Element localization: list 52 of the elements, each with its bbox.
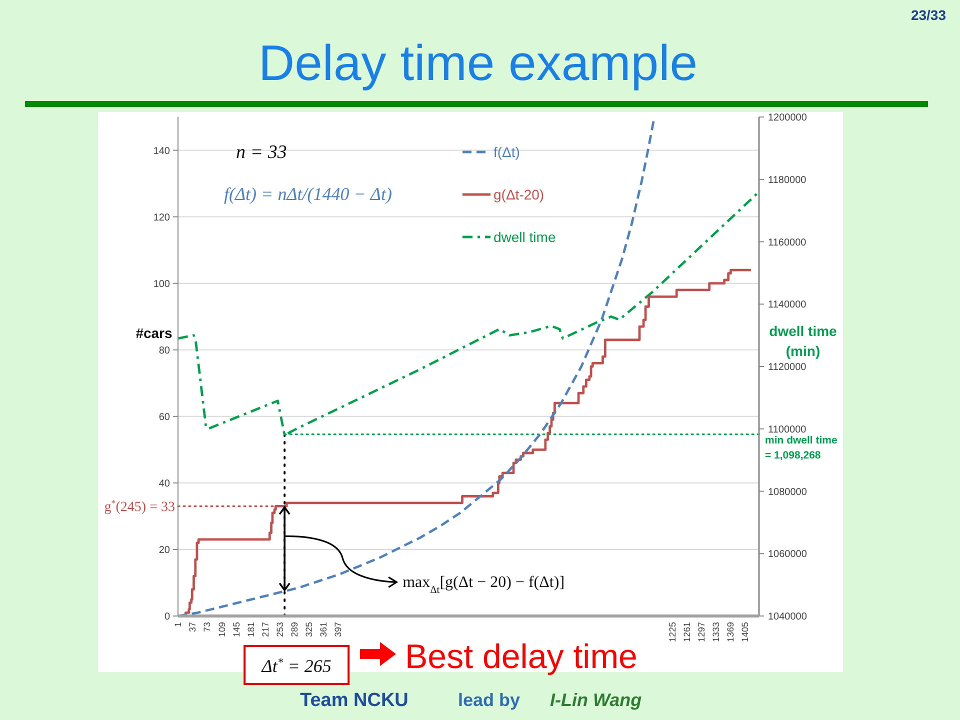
- x-tick-label: 217: [260, 622, 270, 638]
- legend-label: f(Δt): [494, 144, 520, 160]
- x-tick-label: 1: [173, 622, 184, 628]
- y2-tick-label: 1120000: [768, 362, 807, 373]
- y2-tick-label: 1160000: [768, 237, 807, 248]
- y-tick-label: 80: [158, 345, 170, 356]
- x-tick-label: 1333: [710, 622, 721, 642]
- text: lead by: [458, 690, 520, 710]
- x-tick-label: 1369: [725, 622, 736, 642]
- y-tick-label: 60: [158, 412, 170, 423]
- y2-tick-label: 1180000: [768, 174, 807, 186]
- y-tick-label: 0: [164, 612, 170, 622]
- legend-label: dwell time: [494, 228, 556, 245]
- y-tick-label: 120: [153, 212, 170, 224]
- x-tick-label: 289: [289, 622, 300, 638]
- x-tick-label: 1405: [740, 622, 750, 642]
- y2-tick-label: 1080000: [768, 486, 808, 498]
- legend-label: g(Δt-20): [494, 186, 544, 202]
- x-tick-label: 181: [246, 622, 256, 638]
- y2-tick-label: 1060000: [768, 549, 808, 560]
- y-tick-label: 20: [158, 544, 170, 556]
- y2-tick-label: 1040000: [768, 612, 808, 622]
- text: Best delay time: [405, 638, 638, 676]
- annotation: max$_{Δt}$[g(Δt − 20) − f(Δt)]: [402, 574, 565, 596]
- ref-line-label: min dwell time = 1,098,268: [765, 434, 838, 462]
- x-tick-label: 1297: [696, 622, 706, 642]
- x-tick-label: 109: [216, 622, 227, 638]
- x-tick-label: 73: [202, 622, 212, 632]
- ref-line-label: Δt$^{*}$ = 265: [260, 656, 332, 676]
- y-tick-label: 140: [153, 146, 170, 157]
- ref-line-label: g$^{*}$(245) = 33: [104, 498, 175, 516]
- x-tick-label: 361: [318, 622, 328, 638]
- text: Team NCKU: [300, 690, 408, 711]
- y2-axis-title: dwell time (min): [769, 323, 838, 359]
- x-tick-label: 1261: [682, 622, 692, 642]
- x-tick-label: 253: [274, 622, 285, 638]
- y2-tick-label: 1100000: [768, 424, 807, 436]
- annotation: n = 33: [236, 142, 287, 163]
- x-tick-label: 37: [188, 622, 198, 632]
- text: 23/33: [910, 7, 946, 23]
- y2-tick-label: 1140000: [768, 300, 807, 311]
- x-tick-label: 325: [304, 622, 314, 638]
- y-tick-label: 100: [153, 278, 170, 290]
- text: I-Lin Wang: [550, 690, 642, 710]
- x-tick-label: 145: [231, 622, 242, 638]
- x-tick-label: 1225: [667, 622, 678, 642]
- y-axis-title: #cars: [136, 325, 173, 341]
- y2-tick-label: 1200000: [768, 112, 808, 124]
- annotation: f(Δt) = nΔt/(1440 − Δt): [224, 184, 392, 204]
- chart-title: Delay time example: [258, 35, 698, 91]
- x-tick-label: 397: [333, 622, 344, 638]
- y-tick-label: 40: [158, 478, 170, 490]
